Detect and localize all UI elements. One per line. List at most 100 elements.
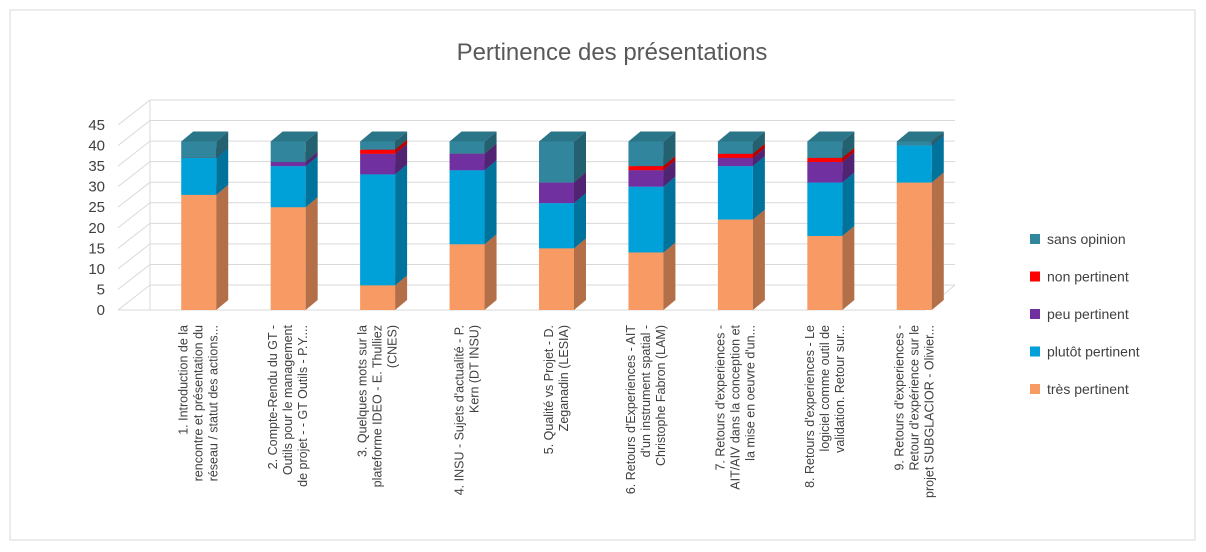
x-tick-label: 6. Retours d'Experiences - AITd'un instr… bbox=[624, 325, 668, 494]
legend-swatch bbox=[1030, 234, 1040, 244]
bar-side bbox=[752, 209, 765, 310]
grid-line-side bbox=[117, 181, 151, 208]
bar-front bbox=[628, 170, 664, 187]
bar-segment bbox=[360, 131, 408, 150]
bar-side bbox=[752, 143, 765, 158]
grid-line-side bbox=[117, 140, 151, 167]
x-tick-group: 2. Compte-Rendu du GT -Outils pour le ma… bbox=[266, 324, 310, 486]
bar-side bbox=[216, 131, 229, 158]
x-tick-group: 1. Introduction de larencontre et présen… bbox=[177, 325, 221, 481]
x-tick-label: 3. Quelques mots sur laplateforme IDEO -… bbox=[356, 325, 400, 487]
bar-side bbox=[395, 164, 408, 286]
bar-side bbox=[752, 147, 765, 167]
bar-side bbox=[395, 131, 408, 150]
bar-front bbox=[181, 157, 217, 195]
y-tick-label: 30 bbox=[88, 179, 105, 196]
legend-swatch bbox=[1030, 384, 1040, 394]
bar-top bbox=[360, 131, 408, 142]
bar-front bbox=[449, 244, 485, 310]
bar-side bbox=[484, 131, 497, 154]
bar-side bbox=[752, 131, 765, 154]
bar-segment bbox=[896, 131, 944, 146]
bar-side bbox=[574, 193, 586, 249]
bar-top bbox=[449, 131, 497, 142]
bar-front bbox=[807, 162, 843, 183]
bar-front bbox=[807, 236, 843, 310]
bar-top bbox=[807, 131, 855, 142]
chart-title: Pertinence des présentations bbox=[457, 39, 768, 66]
y-tick-label: 5 bbox=[97, 281, 105, 298]
bar-segment bbox=[181, 184, 229, 310]
bar-segment bbox=[181, 131, 229, 158]
bar-front bbox=[181, 141, 217, 158]
bar-top bbox=[181, 131, 229, 142]
bar-side bbox=[395, 143, 408, 175]
bar-top bbox=[539, 131, 586, 142]
bar-front bbox=[717, 153, 753, 158]
bar-side bbox=[842, 152, 855, 183]
bar-segment bbox=[628, 131, 676, 167]
bar-front bbox=[896, 145, 932, 183]
bar-front bbox=[807, 141, 843, 158]
grid-line-side bbox=[117, 222, 151, 249]
bar-side bbox=[574, 238, 586, 310]
bar-side bbox=[931, 131, 944, 146]
bar-segment bbox=[717, 209, 765, 310]
x-tick-label: 2. Compte-Rendu du GT -Outils pour le ma… bbox=[266, 324, 310, 486]
bar-front bbox=[717, 157, 753, 167]
bar-front bbox=[449, 170, 485, 245]
bar-top bbox=[717, 131, 765, 142]
grid-line-side bbox=[117, 161, 151, 188]
grid-line-side bbox=[117, 284, 151, 311]
bar-side bbox=[663, 242, 676, 310]
bar-side bbox=[395, 139, 408, 154]
bar-front bbox=[449, 141, 485, 154]
bar-side bbox=[752, 156, 765, 220]
bar-front bbox=[628, 141, 664, 167]
y-tick-label: 45 bbox=[88, 117, 105, 134]
bar-side bbox=[842, 172, 855, 236]
legend-swatch bbox=[1030, 309, 1040, 319]
x-tick-group: 3. Quelques mots sur laplateforme IDEO -… bbox=[356, 325, 400, 487]
bar-side bbox=[842, 226, 855, 310]
bar-front bbox=[628, 166, 664, 171]
y-tick-label: 20 bbox=[88, 220, 105, 237]
bar-segment bbox=[360, 164, 408, 286]
bar-segment bbox=[449, 160, 497, 245]
bar-segment bbox=[896, 135, 944, 183]
legend-label: non pertinent bbox=[1047, 269, 1129, 285]
bar-front bbox=[181, 194, 217, 310]
bar-segment bbox=[717, 131, 765, 154]
bar-segment bbox=[449, 131, 497, 154]
bar-front bbox=[270, 162, 306, 167]
grid-line-side bbox=[117, 264, 151, 290]
x-tick-group: 8. Retours d'experiences - Lelogiciel co… bbox=[803, 325, 847, 488]
bar-front bbox=[539, 141, 574, 183]
bar-side bbox=[663, 160, 676, 187]
bar-side bbox=[484, 234, 497, 310]
bar-side bbox=[305, 156, 318, 208]
bar-side bbox=[931, 135, 944, 183]
bar-segment bbox=[270, 131, 318, 162]
bar-top bbox=[896, 131, 944, 142]
bar-side bbox=[395, 275, 408, 310]
bar-side bbox=[484, 143, 497, 171]
bar-front bbox=[896, 182, 932, 310]
grid-line-side bbox=[117, 243, 151, 270]
x-tick-group: 9. Retours d'experiences -Retour d'expér… bbox=[892, 325, 936, 498]
grid-line-side bbox=[117, 202, 151, 229]
bar-front bbox=[539, 182, 574, 204]
bar-segment bbox=[628, 176, 676, 253]
bar-front bbox=[628, 252, 664, 310]
bar-front bbox=[270, 166, 306, 208]
x-tick-label: 8. Retours d'experiences - Lelogiciel co… bbox=[803, 325, 847, 488]
legend-swatch bbox=[1030, 346, 1040, 357]
x-tick-label: 4. INSU - Sujets d'actualité - P.Kern (D… bbox=[453, 325, 482, 495]
x-tick-group: 7. Retours d'experiences -AIT/AIV dans l… bbox=[713, 324, 757, 489]
bar-segment bbox=[807, 131, 855, 158]
grid-line-side bbox=[117, 99, 151, 126]
bar-side bbox=[663, 131, 676, 167]
y-tick-label: 25 bbox=[88, 199, 105, 216]
grid-line-side bbox=[117, 120, 151, 146]
